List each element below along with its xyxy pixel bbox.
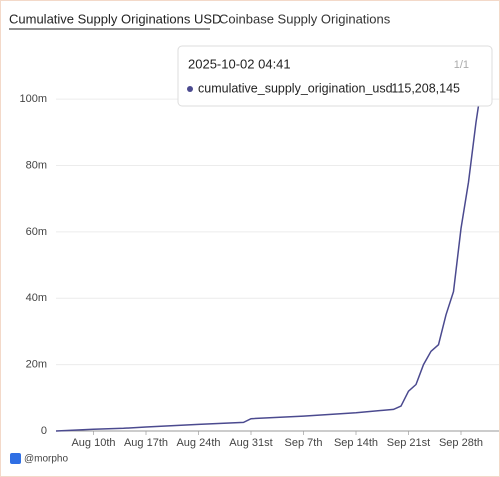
tab[interactable]: Coinbase Supply Originations	[219, 11, 391, 26]
x-tick-label: Aug 10th	[71, 437, 115, 449]
plot: 0 20m 40m 60m 80m 100m Aug 10th Aug 17th Aug 24t…	[19, 48, 499, 449]
y-tick-label: 60m	[26, 226, 47, 238]
tab-active[interactable]: Cumulative Supply Originations USD	[9, 11, 221, 26]
y-tick-label: 100m	[19, 93, 47, 105]
tooltip-value: 115,208,145	[391, 81, 460, 95]
y-tick-label: 40m	[26, 292, 47, 304]
tooltip-box	[177, 45, 493, 107]
x-tick-label: Sep 28th	[439, 437, 483, 449]
x-tick-label: Sep 7th	[285, 437, 323, 449]
tooltip-date: 2025-10-02 04:41	[188, 56, 291, 71]
y-tick-label: 0	[41, 425, 47, 437]
y-tick-label: 80m	[26, 159, 47, 171]
tooltip: 2025-10-02 04:41 1/1 cumulative_supply_o…	[177, 45, 493, 107]
line	[55, 48, 492, 432]
tooltip-counter: 1/1	[454, 59, 469, 71]
y-tick-label: 20m	[26, 359, 47, 371]
tooltip-dot	[187, 86, 193, 92]
x-tick-label: Aug 24th	[176, 437, 220, 449]
x-tick-label: Aug 31st	[229, 437, 272, 449]
logo	[10, 453, 21, 464]
tooltip-series: cumulative_supply_origination_usd	[198, 81, 393, 95]
x-tick-label: Sep 21st	[387, 437, 430, 449]
x-tick-label: Sep 14th	[334, 437, 378, 449]
footer: @morpho	[24, 454, 68, 465]
x-tick-label: Aug 17th	[124, 437, 168, 449]
